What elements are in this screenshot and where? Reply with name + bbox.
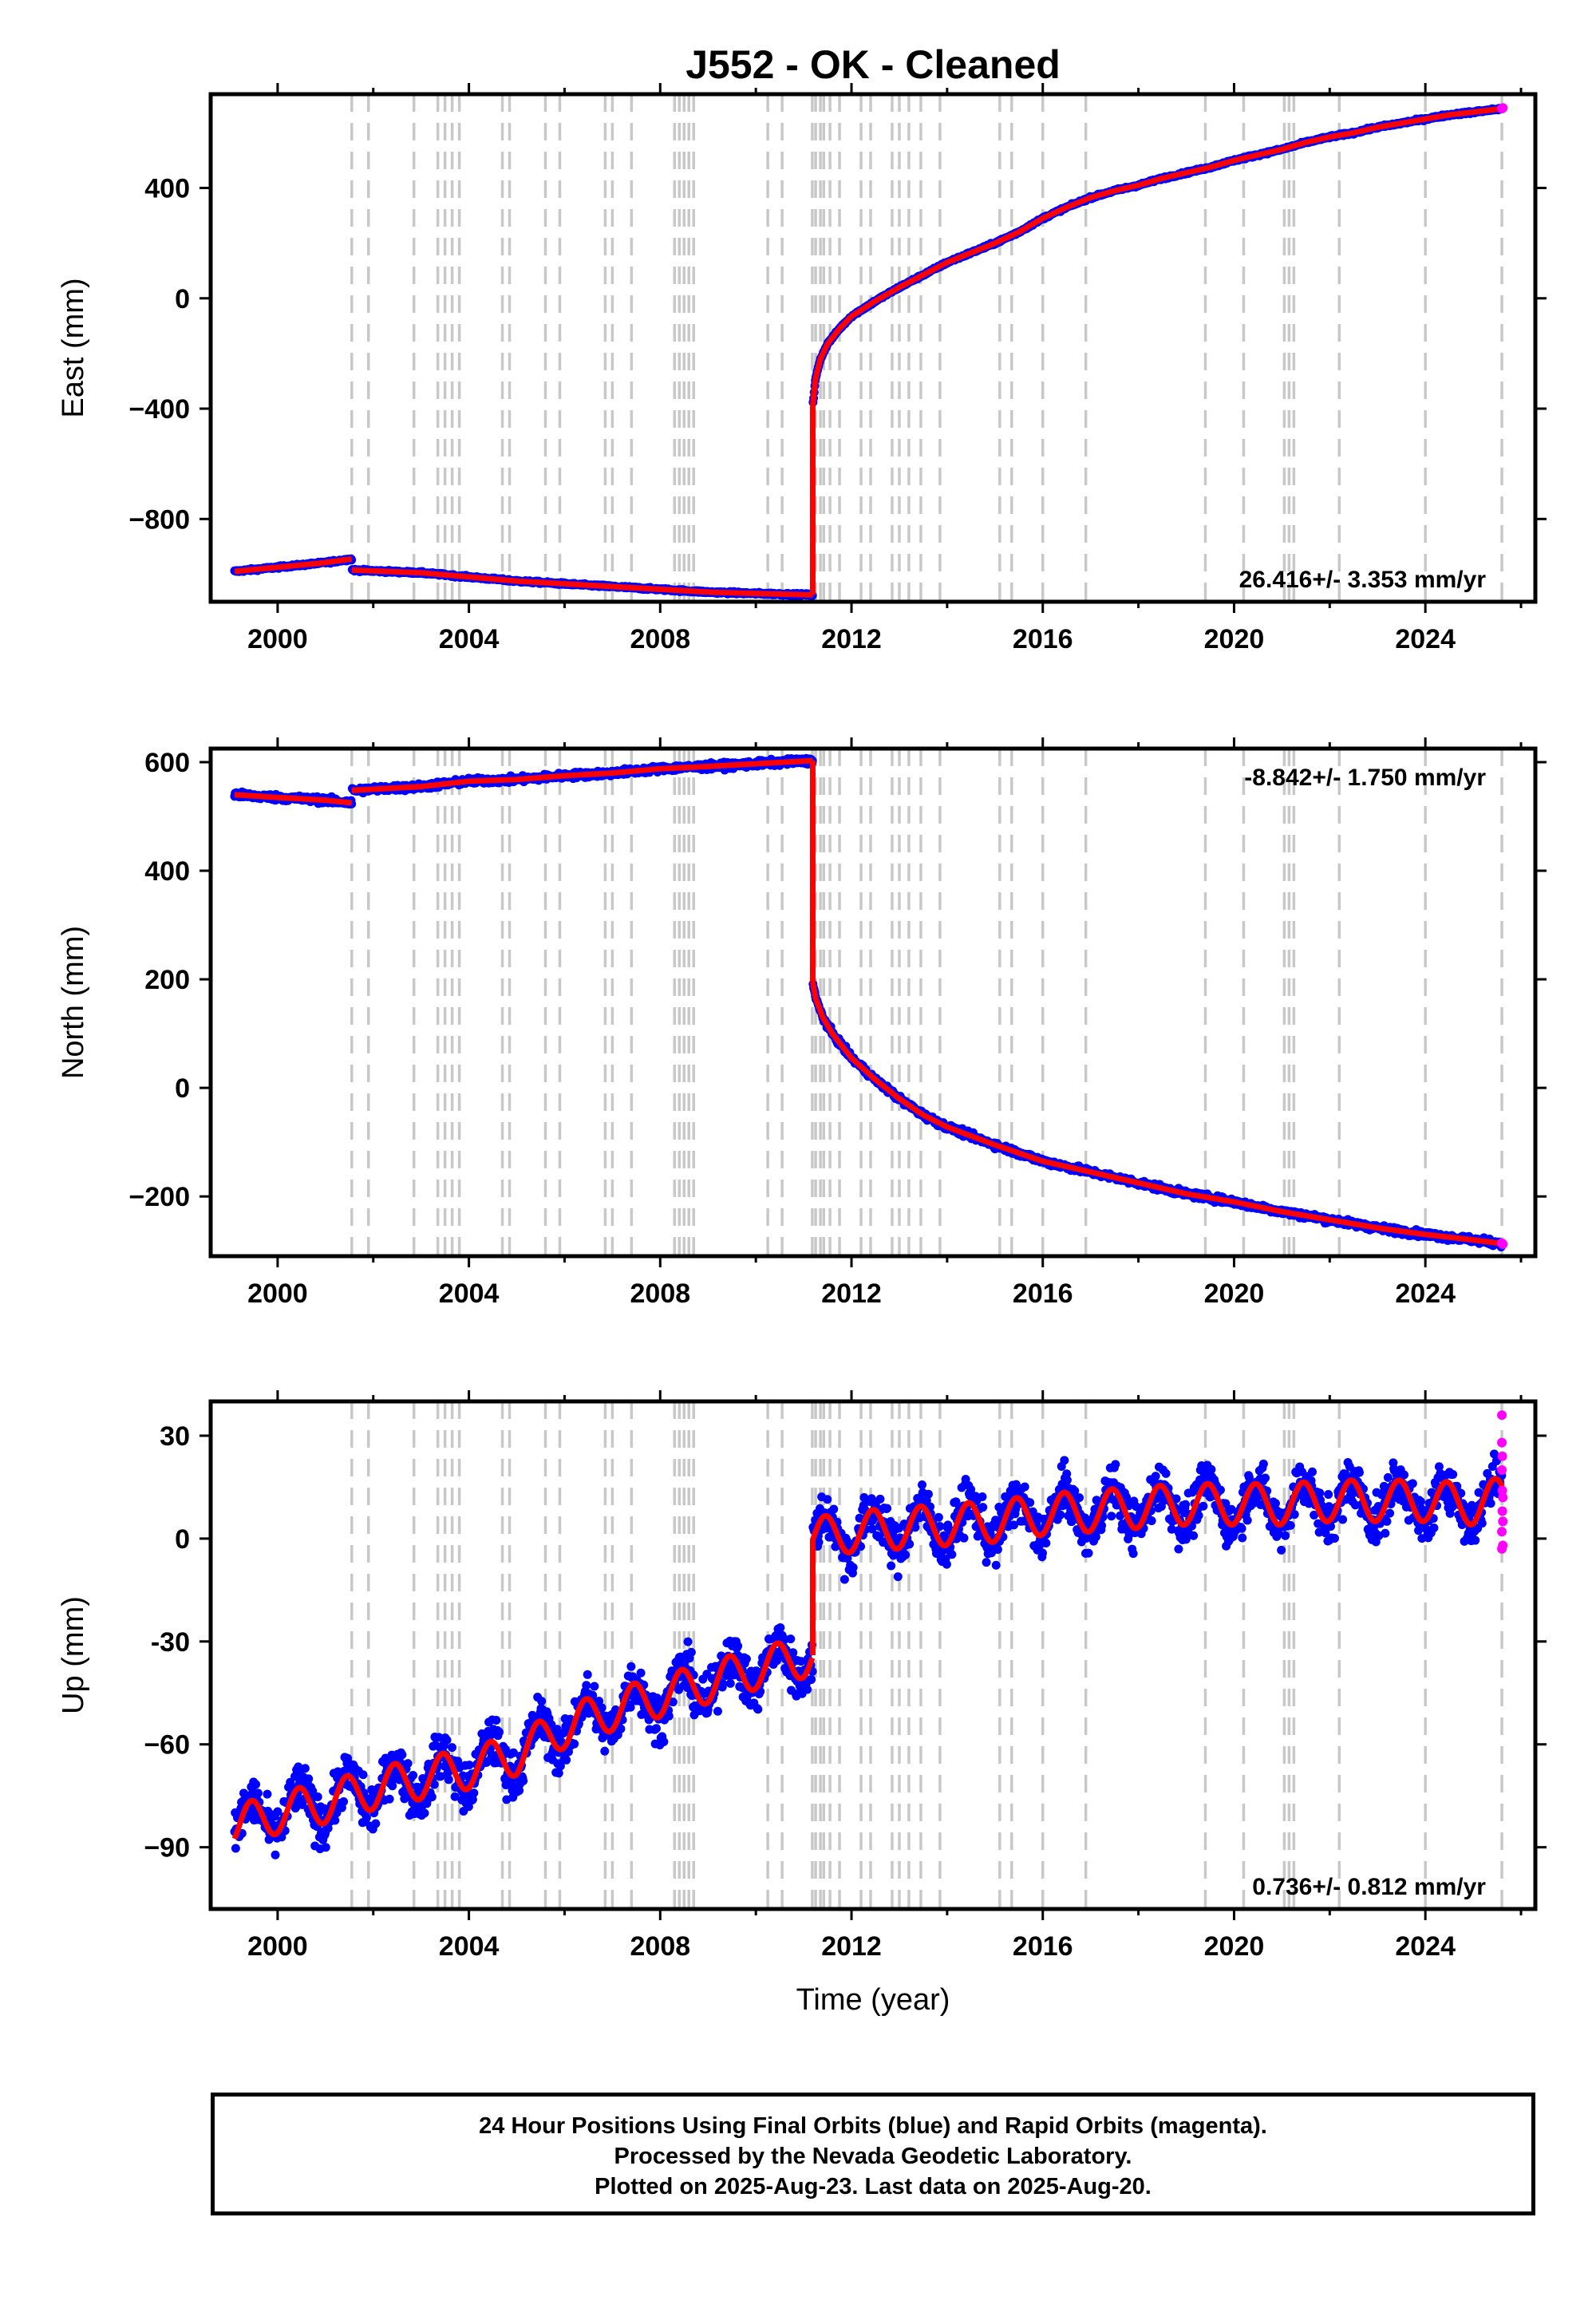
model-fit-line xyxy=(351,567,813,598)
x-tick-label: 2004 xyxy=(439,1279,500,1309)
final-orbit-point xyxy=(371,1819,381,1828)
plot-frame xyxy=(208,92,1538,604)
rate-label: -8.842+/- 1.750 mm/yr xyxy=(1244,765,1486,791)
y-tick-label: 400 xyxy=(144,856,190,887)
model-fit-line xyxy=(351,757,813,793)
panel-east: 2000 2004 2008 2012 2016 2020 2024 400 0 −400 −800… xyxy=(57,83,1547,654)
plot-frame xyxy=(208,746,1538,1259)
y-tick-label: 600 xyxy=(144,748,190,778)
x-tick-label: 2020 xyxy=(1204,1279,1265,1309)
model-fit-line xyxy=(234,792,353,806)
final-orbit-point xyxy=(403,1759,413,1769)
x-tick-label: 2012 xyxy=(821,1279,882,1309)
y-tick-label: −800 xyxy=(128,504,190,535)
x-tick-label: 2000 xyxy=(247,1279,308,1309)
x-tick-label: 2024 xyxy=(1395,1279,1456,1309)
final-orbit-point xyxy=(253,1788,263,1798)
model-fit xyxy=(234,757,1503,1247)
y-tick-label: 0 xyxy=(175,1073,190,1104)
final-orbit-points xyxy=(230,104,1507,601)
final-orbit-point xyxy=(321,1843,330,1852)
rate-label: 26.416+/- 3.353 mm/yr xyxy=(1239,567,1487,593)
chart-title: J552 - OK - Cleaned xyxy=(685,42,1061,87)
y-tick-label: 0 xyxy=(175,284,190,314)
final-orbit-point xyxy=(251,1780,261,1789)
final-orbit-points xyxy=(230,753,1507,1252)
final-orbit-point xyxy=(304,1774,314,1784)
y-tick-label: −400 xyxy=(128,394,190,425)
final-orbit-point xyxy=(263,1789,272,1799)
final-orbit-point xyxy=(385,1794,394,1804)
plot-area xyxy=(230,94,1508,602)
x-tick-label: 2016 xyxy=(1013,1279,1073,1309)
model-fit xyxy=(234,105,1503,598)
final-orbit-point xyxy=(323,1824,333,1833)
panel-north: 2000 2004 2008 2012 2016 2020 20246004002000−2… xyxy=(57,737,1547,1309)
plot-area xyxy=(230,749,1508,1256)
x-tick-label: 2012 xyxy=(821,624,882,654)
y-tick-label: 200 xyxy=(144,965,190,995)
x-tick-label: 2024 xyxy=(1395,624,1456,654)
final-orbit-point xyxy=(330,1816,340,1825)
panel-up: 2000 2004 2008 2012 2016 2020 2024300-30−60−90… xyxy=(57,1390,1547,2017)
final-orbit-point xyxy=(231,1844,240,1853)
x-tick-label: 2016 xyxy=(1013,624,1073,654)
x-tick-label: 2020 xyxy=(1204,624,1265,654)
x-tick-label: 2008 xyxy=(630,1279,691,1309)
rapid-orbit-point xyxy=(1498,1239,1508,1250)
final-orbit-point xyxy=(300,1764,310,1773)
model-fit-line xyxy=(810,981,1503,1247)
final-orbit-point xyxy=(397,1750,407,1760)
final-orbit-point xyxy=(361,1813,371,1823)
y-axis-label: North (mm) xyxy=(57,926,90,1079)
x-tick-label: 2000 xyxy=(247,624,308,654)
y-axis-label: East (mm) xyxy=(57,278,90,417)
final-orbit-point xyxy=(358,1770,368,1780)
final-orbit-point xyxy=(273,1807,282,1816)
final-orbit-point xyxy=(339,1797,349,1807)
model-fit-line xyxy=(234,555,353,575)
rapid-orbit-points xyxy=(1497,1238,1508,1250)
model-fit-line xyxy=(810,105,1503,406)
x-tick-label: 2008 xyxy=(630,624,691,654)
y-tick-label: −200 xyxy=(128,1182,190,1212)
plot-area xyxy=(230,1401,1508,1909)
rapid-orbit-points xyxy=(1497,103,1508,113)
x-tick-label: 2004 xyxy=(439,624,500,654)
rapid-orbit-point xyxy=(1498,103,1508,113)
y-tick-label: 400 xyxy=(144,174,190,204)
final-orbit-point xyxy=(313,1792,322,1802)
final-orbit-point xyxy=(388,1781,397,1791)
final-orbit-point xyxy=(271,1850,280,1860)
